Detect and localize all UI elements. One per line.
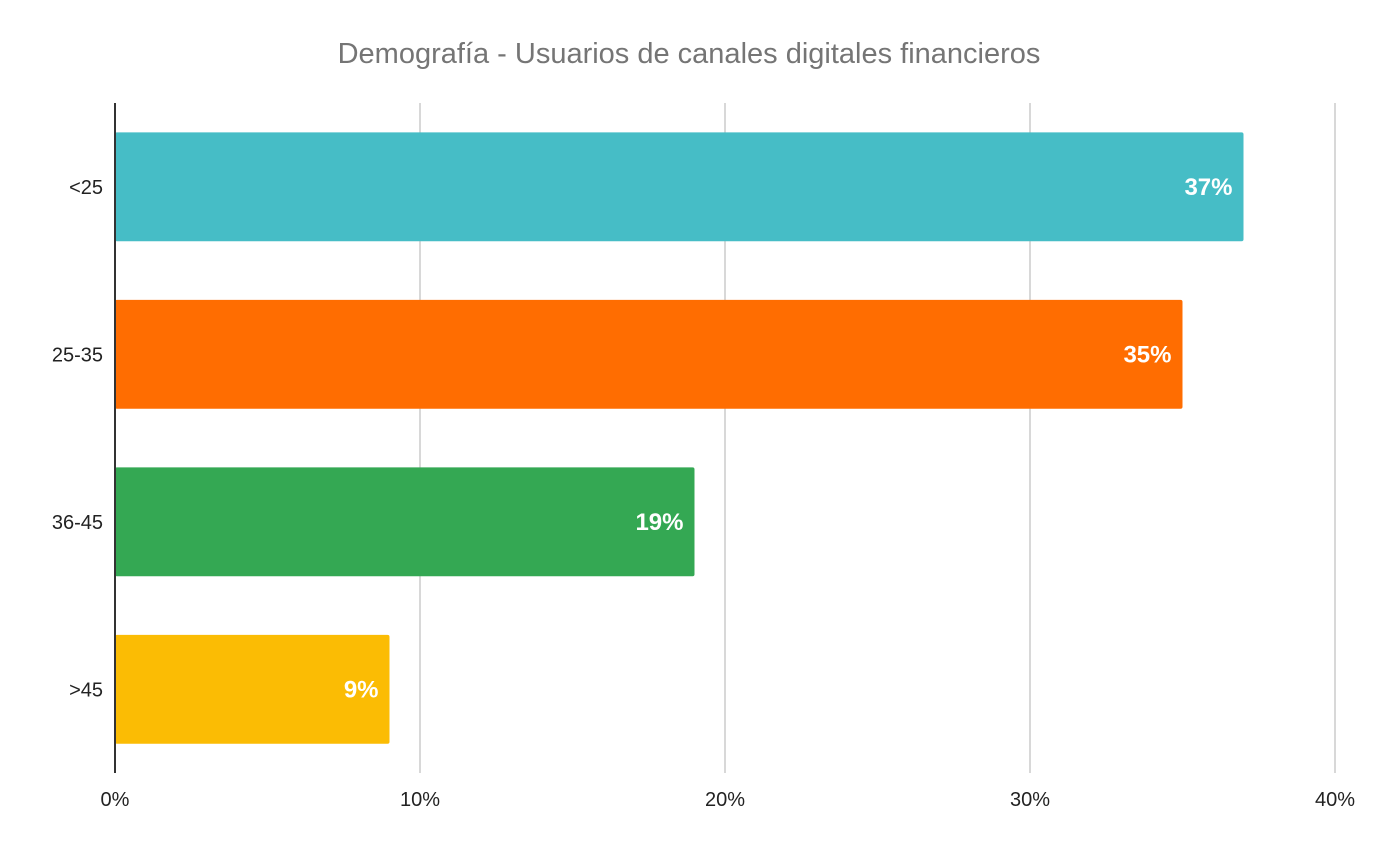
category-label: >45 xyxy=(69,679,103,701)
x-tick-label: 30% xyxy=(1010,789,1050,811)
category-label: 25-35 xyxy=(52,344,103,366)
category-label: <25 xyxy=(69,177,103,199)
bar xyxy=(115,634,390,744)
x-axis-tick-labels: 0% 10% 20% 30% 40% xyxy=(101,789,1356,811)
x-tick-label: 40% xyxy=(1315,789,1355,811)
bar-data-label: 19% xyxy=(635,509,683,536)
x-tick-label: 10% xyxy=(400,789,440,811)
bar xyxy=(115,132,1244,242)
bar-data-label: 35% xyxy=(1123,341,1171,368)
bar xyxy=(115,299,1183,409)
x-tick-label: 20% xyxy=(705,789,745,811)
x-tick-label: 0% xyxy=(101,789,130,811)
category-labels: <25 25-35 36-45 >45 xyxy=(52,177,103,702)
bars xyxy=(115,132,1244,744)
bar-data-label: 9% xyxy=(344,676,379,703)
data-labels: 37% 35% 19% 9% xyxy=(344,174,1233,704)
bar xyxy=(115,467,695,577)
bar-data-label: 37% xyxy=(1184,174,1232,201)
chart-title: Demografía - Usuarios de canales digital… xyxy=(337,38,1041,70)
category-label: 36-45 xyxy=(52,512,103,534)
